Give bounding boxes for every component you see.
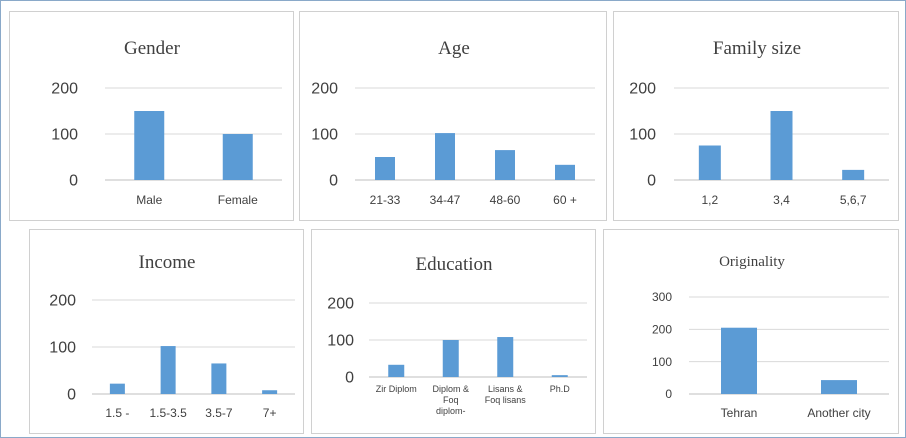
- y-tick-label: 100: [327, 333, 354, 350]
- bar: [222, 134, 253, 180]
- y-tick-label: 100: [652, 355, 672, 369]
- x-category-label: Male: [136, 193, 162, 207]
- chart-panel-age: Age 0 100 200 21-33 34-47 48-60 60 +: [299, 11, 607, 221]
- chart-title: Education: [415, 254, 493, 275]
- chart-svg-age: Age 0 100 200 21-33 34-47 48-60 60 +: [311, 38, 595, 207]
- chart-panel-gender: Gender 0 100 200 Male Female: [9, 11, 294, 221]
- y-tick-label: 200: [49, 293, 76, 310]
- bar: [555, 164, 575, 180]
- x-category-label: 34-47: [430, 193, 461, 207]
- y-tick-label: 300: [652, 290, 672, 304]
- bar: [497, 337, 514, 377]
- y-tick-label: 100: [311, 127, 338, 144]
- y-tick-label: 200: [629, 81, 656, 98]
- chart-svg-income: Income 0 100 200 1.5 - 1.5-3.5 3.5-7 7+: [49, 252, 295, 420]
- x-category-label: 3.5-7: [205, 406, 233, 420]
- chart-svg-gender: Gender 0 100 200 Male Female: [51, 38, 282, 207]
- x-category-label: Foq: [443, 395, 459, 405]
- x-category-label: 5,6,7: [840, 193, 867, 207]
- x-category-label: 48-60: [490, 193, 521, 207]
- chart-title: Income: [139, 252, 196, 273]
- x-category-label: Ph.D: [550, 384, 571, 394]
- y-tick-label: 200: [327, 296, 354, 313]
- chart-svg-originality: Originality 0 100 200 300 Tehran Another city: [652, 254, 889, 420]
- chart-svg-education: Education 0 100 200 Zir Diplom Diplom &Foqdip…: [327, 254, 587, 416]
- bar: [262, 390, 278, 394]
- x-category-label: Female: [218, 193, 258, 207]
- chart-panel-originality: Originality 0 100 200 300 Tehran Another city: [603, 229, 899, 434]
- chart-title: Age: [438, 38, 470, 59]
- bar: [821, 380, 857, 394]
- y-tick-label: 0: [345, 370, 354, 387]
- chart-title: Gender: [124, 38, 181, 59]
- chart-svg-family-size: Family size 0 100 200 1,2 3,4 5,6,7: [629, 38, 889, 207]
- chart-panel-education: Education 0 100 200 Zir Diplom Diplom & Foq dip…: [311, 229, 596, 434]
- y-tick-label: 0: [665, 387, 672, 401]
- x-category-label: 60 +: [553, 193, 577, 207]
- chart-panel-family-size: Family size 0 100 200 1,2 3,4 5,6,7: [613, 11, 899, 221]
- y-tick-label: 100: [629, 127, 656, 144]
- x-category-label: 3,4: [773, 193, 790, 207]
- y-tick-label: 0: [647, 173, 656, 190]
- bar: [842, 169, 865, 180]
- x-category-label: Zir Diplom: [376, 384, 417, 394]
- bar: [211, 363, 227, 394]
- y-tick-label: 0: [329, 173, 338, 190]
- x-category-label: Another city: [807, 406, 870, 420]
- bar: [770, 111, 793, 180]
- y-tick-label: 200: [311, 81, 338, 98]
- bar: [134, 111, 165, 180]
- y-tick-label: 200: [652, 323, 672, 337]
- bar: [109, 383, 125, 394]
- bar: [551, 375, 568, 377]
- x-category-label: 1.5 -: [105, 406, 129, 420]
- x-category-label: 1.5-3.5: [149, 406, 187, 420]
- y-tick-label: 100: [49, 340, 76, 357]
- x-category-label: 7+: [263, 406, 277, 420]
- bar: [721, 327, 757, 394]
- bar: [375, 157, 395, 180]
- x-category-label: Tehran: [721, 406, 758, 420]
- chart-title: Originality: [719, 254, 785, 270]
- bar: [495, 150, 515, 180]
- chart-title: Family size: [713, 38, 801, 59]
- x-category-label: 1,2: [701, 193, 718, 207]
- chart-panel-income: Income 0 100 200 1.5 - 1.5-3.5 3.5-7 7+: [29, 229, 304, 434]
- x-category-label: 21-33: [370, 193, 401, 207]
- y-tick-label: 0: [67, 387, 76, 404]
- y-tick-label: 0: [69, 173, 78, 190]
- bar: [698, 145, 721, 180]
- bar: [435, 133, 455, 180]
- x-category-label: Foq lisans: [485, 395, 527, 405]
- y-tick-label: 200: [51, 81, 78, 98]
- x-category-label: Lisans &: [488, 384, 523, 394]
- bar: [388, 364, 405, 377]
- bar: [160, 346, 176, 394]
- x-category-label: diplom-: [436, 406, 466, 416]
- bar: [442, 340, 459, 377]
- y-tick-label: 100: [51, 127, 78, 144]
- x-category-label: Diplom &: [432, 384, 469, 394]
